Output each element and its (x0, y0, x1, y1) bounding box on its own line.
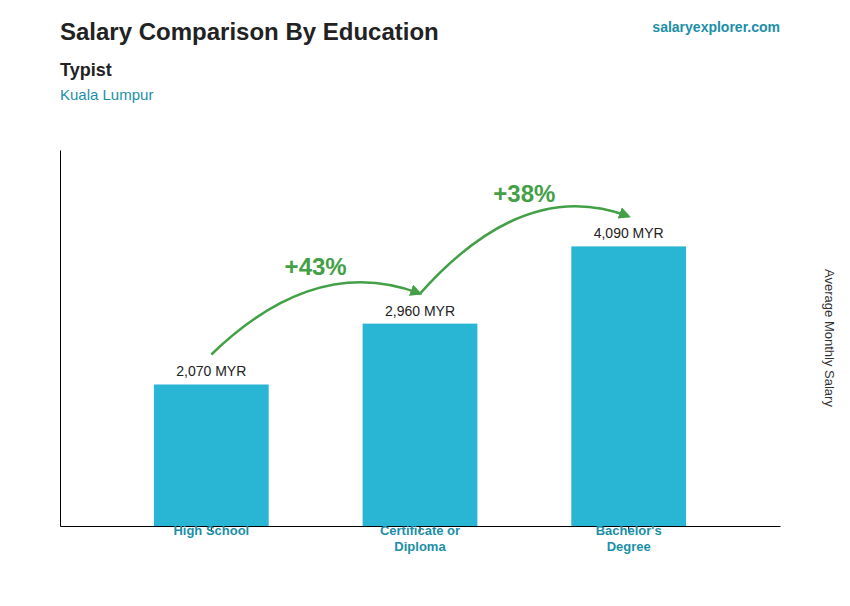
x-tick-label-line: Diploma (394, 539, 446, 554)
x-tick: Bachelor'sDegree (596, 523, 662, 554)
x-tick: Certificate orDiploma (380, 523, 460, 554)
data-label: 2,960 MYR (385, 303, 455, 319)
x-tick-label: Bachelor'sDegree (596, 523, 662, 554)
bar (571, 246, 686, 526)
y-axis-label: Average Monthly Salary (822, 269, 837, 407)
growth-arrow (420, 206, 629, 293)
x-tick-label: Certificate orDiploma (380, 523, 460, 554)
data-label: 2,070 MYR (176, 363, 246, 379)
annotation: +38% (493, 180, 555, 207)
x-tick: High School (173, 523, 249, 538)
x-axis: High School Certificate orDiploma Bachelor… (61, 523, 781, 554)
growth-arrow (211, 282, 420, 354)
x-tick-label-line: High School (173, 523, 249, 538)
data-label: 4,090 MYR (594, 225, 664, 241)
subtitle: Kuala Lumpur (60, 86, 153, 103)
y-axis (60, 151, 61, 527)
x-tick-label-line: Degree (607, 539, 651, 554)
chart: Salary Comparison By Education Typist Kual… (0, 0, 850, 606)
data-labels: 2,070 MYR 2,960 MYR 4,090 MYR (176, 225, 663, 379)
annotations: +43% +38% (211, 180, 628, 354)
source: salaryexplorer.com (652, 19, 780, 35)
plot: High School Certificate orDiploma Bachelor… (61, 151, 781, 554)
annotation: +43% (285, 253, 347, 280)
subtitle: Typist (60, 60, 112, 80)
bar (154, 384, 269, 526)
x-tick-label-line: Bachelor's (596, 523, 662, 538)
bars (154, 246, 686, 526)
title: Salary Comparison By Education (60, 18, 439, 45)
y-axis-line (60, 151, 61, 527)
x-tick-label-line: Certificate or (380, 523, 460, 538)
bar (363, 324, 478, 526)
x-tick-label: High School (173, 523, 249, 538)
